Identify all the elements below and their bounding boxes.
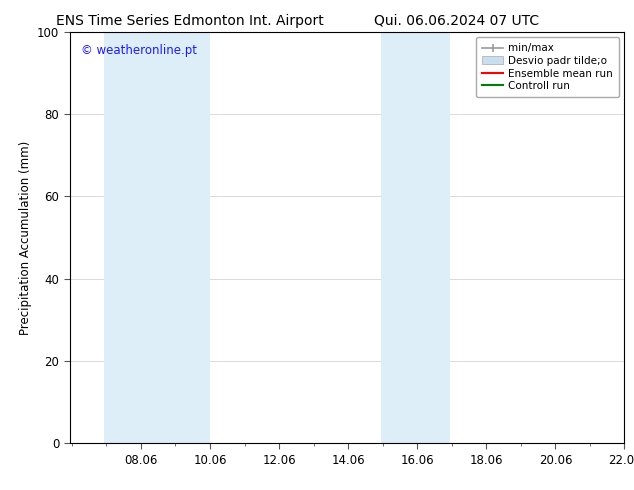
Text: Qui. 06.06.2024 07 UTC: Qui. 06.06.2024 07 UTC — [374, 14, 539, 28]
Bar — [380, 32, 450, 443]
Text: © weatheronline.pt: © weatheronline.pt — [81, 44, 197, 57]
Legend: min/max, Desvio padr tilde;o, Ensemble mean run, Controll run: min/max, Desvio padr tilde;o, Ensemble m… — [476, 37, 619, 98]
Y-axis label: Precipitation Accumulation (mm): Precipitation Accumulation (mm) — [18, 141, 32, 335]
Bar — [104, 32, 210, 443]
Text: ENS Time Series Edmonton Int. Airport: ENS Time Series Edmonton Int. Airport — [56, 14, 324, 28]
